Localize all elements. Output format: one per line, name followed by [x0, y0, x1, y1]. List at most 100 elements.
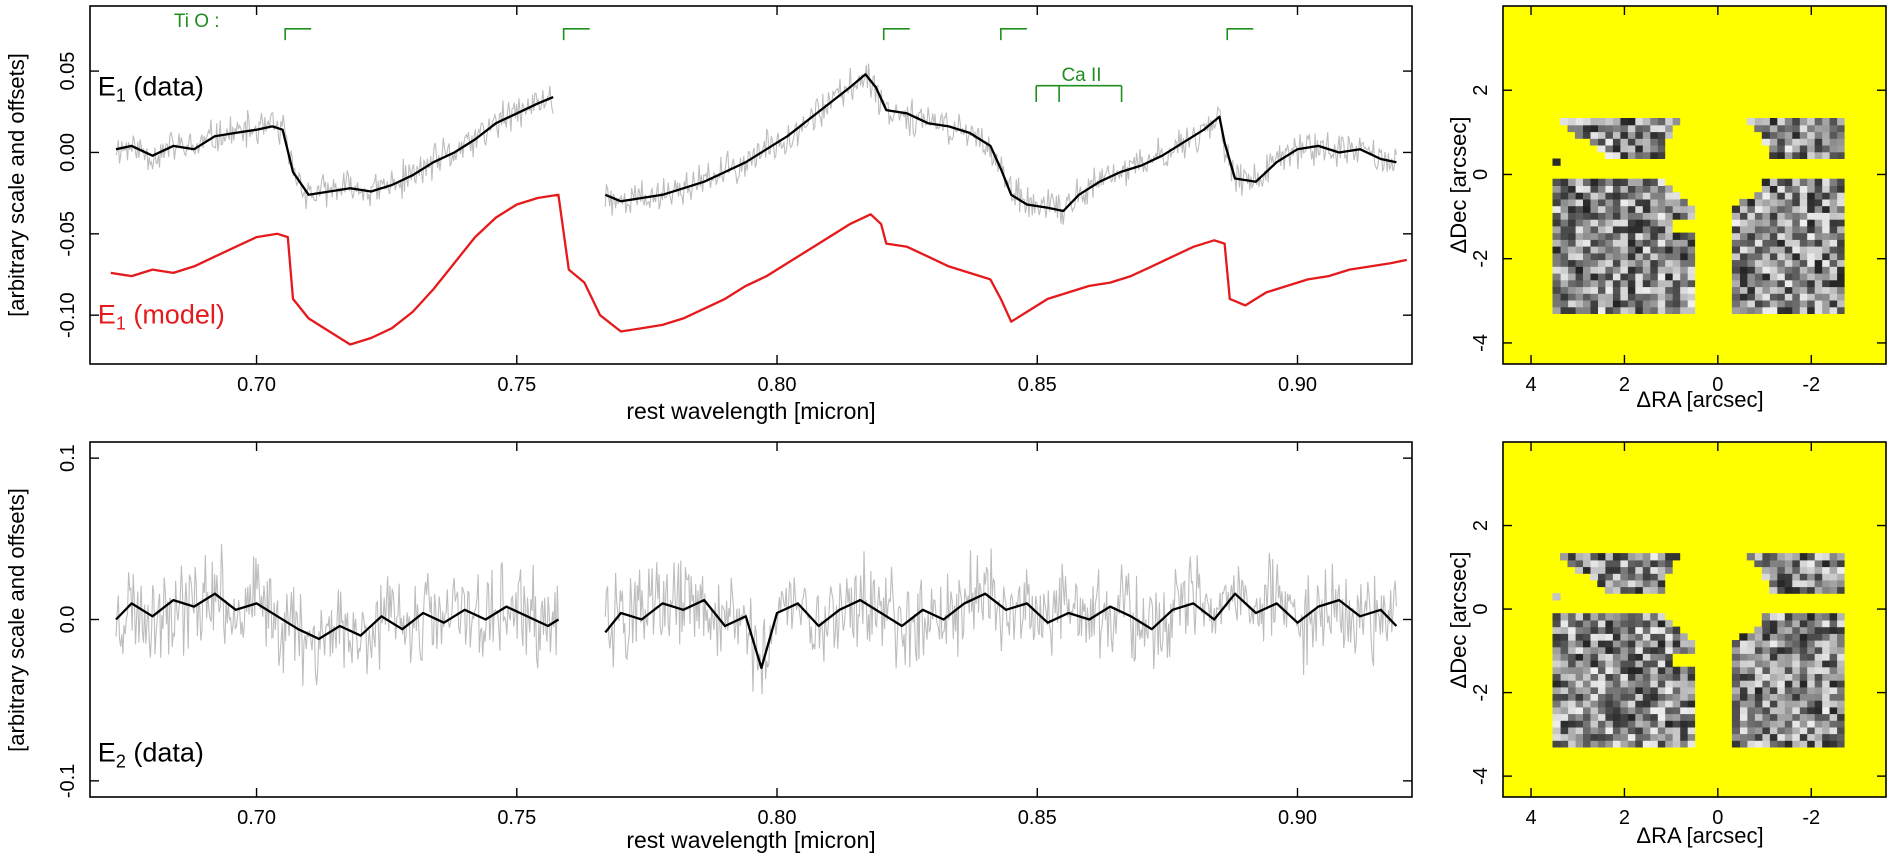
map-pixel: [1731, 232, 1740, 240]
map-pixel: [1761, 131, 1770, 139]
map-pixel: [1604, 680, 1613, 688]
map-pixel: [1567, 178, 1576, 186]
map-pixel: [1657, 293, 1666, 301]
map-pixel: [1597, 239, 1606, 247]
map-pixel: [1619, 713, 1628, 721]
map-pixel: [1836, 286, 1845, 294]
map-pixel: [1761, 673, 1770, 681]
map-pixel: [1806, 706, 1815, 715]
map-pixel: [1619, 246, 1628, 254]
map-pixel: [1560, 713, 1569, 721]
map-pixel: [1679, 706, 1688, 715]
map-pixel: [1597, 286, 1606, 294]
map-pixel: [1604, 266, 1613, 274]
map-pixel: [1634, 286, 1643, 294]
map-pixel: [1746, 246, 1755, 254]
map-pixel: [1560, 205, 1569, 213]
map-pixel: [1664, 300, 1673, 308]
map-pixel: [1784, 700, 1793, 708]
map-pixel: [1836, 613, 1845, 621]
map-pixel: [1784, 640, 1793, 648]
map-pixel: [1769, 300, 1778, 308]
map-pixel: [1567, 118, 1576, 126]
map-pixel: [1821, 219, 1830, 227]
map-pixel: [1679, 239, 1688, 247]
map-pixel: [1829, 293, 1838, 301]
map-pixel: [1784, 266, 1793, 274]
map-pixel: [1672, 720, 1681, 728]
map-pixel: [1806, 219, 1815, 227]
map-pixel: [1612, 720, 1621, 728]
map-pixel: [1829, 666, 1838, 674]
map-pixel: [1821, 205, 1830, 213]
map-pixel: [1821, 666, 1830, 674]
map-pixel: [1612, 252, 1621, 261]
map-pixel: [1776, 740, 1785, 748]
map-pixel: [1679, 686, 1688, 694]
map-pixel: [1799, 138, 1808, 146]
map-pixel: [1761, 700, 1770, 708]
map-pixel: [1619, 192, 1628, 200]
map-pixel: [1634, 178, 1643, 186]
map-pixel: [1761, 300, 1770, 308]
map-pixel: [1619, 566, 1628, 574]
map-pixel: [1821, 553, 1830, 561]
xtick-label: 0.75: [497, 807, 536, 829]
map-pixel: [1821, 693, 1830, 701]
map-pixel: [1761, 138, 1770, 146]
map-pixel: [1664, 293, 1673, 301]
map-pixel: [1791, 686, 1800, 694]
map-pixel: [1649, 151, 1658, 159]
map-pixel: [1612, 573, 1621, 581]
map-pixel: [1791, 726, 1800, 735]
map-pixel: [1597, 686, 1606, 694]
map-pixel: [1649, 225, 1658, 234]
map-pixel: [1784, 239, 1793, 247]
map-pixel: [1799, 273, 1808, 281]
map-pixel: [1649, 706, 1658, 715]
map-pixel: [1552, 733, 1561, 741]
map-pixel: [1567, 198, 1576, 207]
series-label: E1 (data): [98, 72, 204, 106]
map-pixel: [1642, 145, 1651, 153]
map-pixel: [1814, 246, 1823, 254]
map-pixel: [1582, 252, 1591, 261]
map-pixel: [1612, 185, 1621, 193]
map-pixel: [1642, 573, 1651, 581]
map-pixel: [1642, 239, 1651, 247]
map-pixel: [1657, 178, 1666, 186]
map-pixel: [1634, 252, 1643, 261]
map-pixel: [1836, 680, 1845, 688]
map-pixel: [1604, 586, 1613, 594]
map-pixel: [1627, 306, 1636, 314]
map-pixel: [1836, 660, 1845, 668]
map-pixel: [1582, 686, 1591, 694]
smoothed-spectrum-line: [604, 592, 1398, 670]
map-pixel: [1672, 246, 1681, 254]
map-pixel: [1746, 266, 1755, 274]
map-pixel: [1664, 273, 1673, 281]
map-pixel: [1731, 225, 1740, 234]
map-pixel: [1627, 225, 1636, 234]
map-pixel: [1806, 619, 1815, 628]
map-pixel: [1739, 293, 1748, 301]
map-pixel: [1746, 306, 1755, 314]
map-pixel: [1672, 205, 1681, 213]
map-pixel: [1754, 633, 1763, 641]
map-pixel: [1612, 666, 1621, 674]
map-pixel: [1784, 733, 1793, 741]
map-pixel: [1627, 559, 1636, 568]
map-pixel: [1612, 586, 1621, 594]
map-pixel: [1619, 232, 1628, 240]
map-pixel: [1829, 586, 1838, 594]
map-pixel: [1589, 286, 1598, 294]
map-pixel: [1560, 646, 1569, 654]
map-pixel: [1776, 666, 1785, 674]
map-pixel: [1799, 686, 1808, 694]
map-pixel: [1612, 273, 1621, 281]
map-pixel: [1672, 232, 1681, 240]
map-pixel: [1746, 666, 1755, 674]
map-pixel: [1560, 239, 1569, 247]
map-pixel: [1687, 246, 1696, 254]
map-pixel: [1649, 713, 1658, 721]
